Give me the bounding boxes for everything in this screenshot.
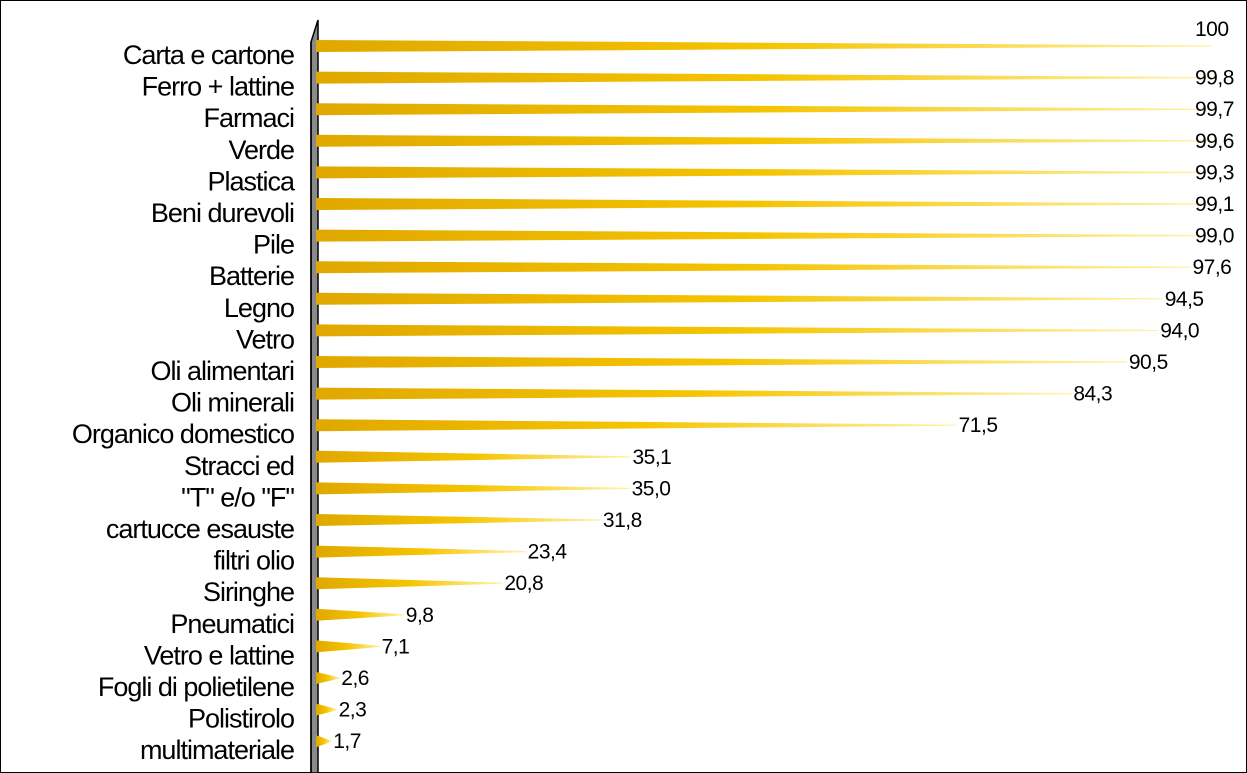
bar (316, 324, 1159, 337)
bar (316, 71, 1211, 84)
value-label: 9,8 (406, 604, 434, 627)
bar (316, 198, 1204, 210)
category-label: Pneumatici (170, 609, 294, 639)
value-label: 20,8 (504, 572, 543, 595)
bar (316, 387, 1072, 400)
category-label: Beni durevoli (151, 198, 294, 228)
category-label: Vetro (236, 324, 294, 354)
category-label: Batterie (209, 261, 294, 291)
category-label: Verde (228, 135, 294, 165)
bar (316, 261, 1191, 274)
bar (316, 672, 340, 684)
category-label: Plastica (207, 166, 296, 196)
bar (316, 40, 1212, 52)
value-label: 94,5 (1165, 288, 1204, 311)
bar (316, 640, 380, 653)
category-label: "T" e/o "F" (181, 482, 294, 512)
value-label: 99,6 (1195, 130, 1234, 153)
bar (316, 450, 631, 463)
category-label: Legno (224, 293, 294, 323)
category-label: Stracci ed (184, 451, 294, 481)
bar (316, 356, 1127, 368)
bar (316, 134, 1209, 147)
value-label: 7,1 (382, 635, 410, 658)
bar (316, 419, 957, 432)
category-label: Polistirolo (188, 704, 294, 734)
bar (316, 703, 337, 716)
category-label: Oli alimentari (150, 356, 294, 386)
category-label: Fogli di polietilene (98, 672, 294, 702)
category-label: cartucce esauste (106, 514, 294, 544)
value-label: 97,6 (1192, 256, 1231, 279)
category-label: Pile (253, 230, 294, 260)
bar (316, 735, 332, 748)
value-label: 84,3 (1073, 383, 1112, 406)
category-label: Oli minerali (171, 388, 294, 418)
value-label: 99,7 (1195, 98, 1234, 121)
bar (316, 103, 1210, 116)
bar (316, 292, 1163, 305)
value-label: 31,8 (603, 509, 642, 532)
category-label: Farmaci (203, 103, 294, 133)
category-label: Ferro + lattine (142, 72, 294, 102)
value-label: 2,6 (341, 667, 369, 690)
category-label: Carta e cartone (123, 40, 294, 70)
category-label: Siringhe (203, 577, 294, 607)
bar (316, 166, 1206, 179)
bar (316, 229, 1204, 242)
value-label: 35,1 (632, 446, 671, 469)
category-label: multimateriale (140, 735, 294, 765)
category-label: filtri olio (213, 546, 294, 576)
value-label: 99,3 (1195, 161, 1234, 184)
value-label: 99,1 (1195, 193, 1234, 216)
bar (316, 577, 503, 590)
bar (316, 482, 630, 495)
value-label: 100 (1195, 18, 1229, 41)
value-label: 99,0 (1195, 225, 1234, 248)
value-label: 23,4 (528, 541, 568, 564)
category-label: Vetro e lattine (144, 640, 294, 670)
bar (316, 545, 526, 558)
value-label: 99,8 (1195, 67, 1234, 90)
bar (316, 608, 404, 621)
value-label: 90,5 (1129, 351, 1168, 374)
bar (316, 514, 601, 526)
value-label: 1,7 (333, 730, 361, 753)
value-label: 2,3 (339, 699, 367, 722)
value-label: 71,5 (959, 414, 998, 437)
category-label: Organico domestico (72, 419, 294, 449)
value-label: 35,0 (632, 477, 671, 500)
value-label: 94,0 (1160, 319, 1199, 342)
